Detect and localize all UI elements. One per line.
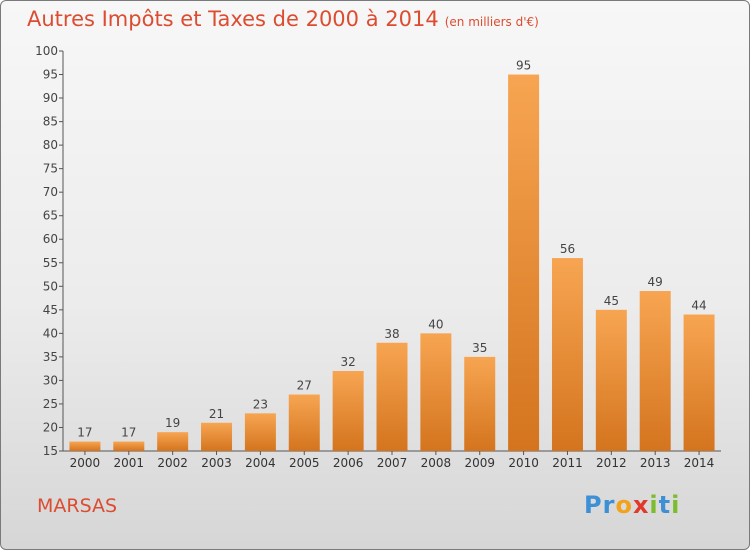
y-tick-label: 35 bbox=[43, 350, 58, 364]
bar-value-label: 38 bbox=[384, 327, 399, 341]
bar-2010 bbox=[508, 74, 540, 451]
x-tick-label: 2009 bbox=[464, 456, 495, 470]
bar-value-label: 49 bbox=[648, 275, 663, 289]
logo-letter: i bbox=[649, 491, 659, 519]
bar-value-label: 44 bbox=[691, 299, 706, 313]
bar-value-label: 23 bbox=[253, 397, 268, 411]
y-tick-label: 65 bbox=[43, 209, 58, 223]
x-tick-label: 2006 bbox=[333, 456, 364, 470]
y-tick-label: 25 bbox=[43, 397, 58, 411]
y-tick-label: 15 bbox=[43, 444, 58, 458]
y-tick-label: 60 bbox=[43, 232, 58, 246]
logo-letter: t bbox=[658, 491, 672, 519]
x-tick-label: 2013 bbox=[640, 456, 671, 470]
y-tick-label: 70 bbox=[43, 185, 58, 199]
bar-2012 bbox=[595, 309, 627, 451]
x-tick-label: 2007 bbox=[377, 456, 408, 470]
bar-2009 bbox=[464, 356, 496, 451]
bar-value-label: 95 bbox=[516, 59, 531, 73]
chart-title: Autres Impôts et Taxes de 2000 à 2014 bbox=[27, 7, 439, 31]
bar-value-label: 40 bbox=[428, 317, 443, 331]
x-tick-label: 2008 bbox=[421, 456, 452, 470]
x-tick-label: 2014 bbox=[684, 456, 715, 470]
logo-letter: o bbox=[615, 491, 633, 519]
x-axis-ticks: 2000 2001 2002 2003 2004 2005 2006 2007 2008 2009… bbox=[70, 451, 715, 470]
bar-2000 bbox=[69, 441, 101, 451]
bar-value-label: 21 bbox=[209, 407, 224, 421]
x-tick-label: 2011 bbox=[552, 456, 583, 470]
bar-value-label: 35 bbox=[472, 341, 487, 355]
bar-value-label: 56 bbox=[560, 242, 575, 256]
logo-letter: P bbox=[584, 491, 603, 519]
x-tick-label: 2010 bbox=[508, 456, 539, 470]
proxiti-logo: Proxiti bbox=[584, 491, 680, 519]
bar-value-label: 17 bbox=[121, 426, 136, 440]
y-tick-label: 40 bbox=[43, 326, 58, 340]
bars bbox=[69, 74, 715, 451]
x-tick-label: 2003 bbox=[201, 456, 232, 470]
bar-value-label: 32 bbox=[340, 355, 355, 369]
logo-letter: x bbox=[632, 491, 650, 519]
x-tick-label: 2002 bbox=[157, 456, 188, 470]
x-tick-label: 2000 bbox=[70, 456, 101, 470]
y-tick-label: 30 bbox=[43, 373, 58, 387]
y-tick-label: 100 bbox=[35, 44, 58, 58]
x-tick-label: 2005 bbox=[289, 456, 320, 470]
y-axis-ticks: 15 20 25 30 35 40 45 50 55 60 65 70 75 80 85 90 95 100 bbox=[35, 44, 63, 458]
bar-2014 bbox=[683, 314, 715, 451]
x-tick-label: 2004 bbox=[245, 456, 276, 470]
y-tick-label: 85 bbox=[43, 115, 58, 129]
commune-name: MARSAS bbox=[37, 495, 118, 517]
bar-value-label: 27 bbox=[297, 379, 312, 393]
bar-value-label: 17 bbox=[77, 426, 92, 440]
bar-value-label: 45 bbox=[604, 294, 619, 308]
bar-2008 bbox=[420, 333, 452, 451]
title-row: Autres Impôts et Taxes de 2000 à 2014 (en… bbox=[27, 7, 539, 31]
bar-value-labels: 17 17 19 21 23 27 32 38 40 35 95 56 45 49 44 bbox=[77, 59, 706, 440]
bar-2002 bbox=[157, 432, 189, 451]
bar-2006 bbox=[332, 371, 364, 451]
y-tick-label: 20 bbox=[43, 420, 58, 434]
y-tick-label: 45 bbox=[43, 303, 58, 317]
bar-2003 bbox=[201, 422, 233, 451]
y-tick-label: 75 bbox=[43, 162, 58, 176]
y-tick-label: 90 bbox=[43, 91, 58, 105]
y-tick-label: 95 bbox=[43, 68, 58, 82]
x-tick-label: 2001 bbox=[114, 456, 145, 470]
logo-letter: i bbox=[671, 491, 681, 519]
bar-2013 bbox=[639, 291, 671, 451]
y-tick-label: 55 bbox=[43, 256, 58, 270]
bar-2007 bbox=[376, 342, 408, 451]
bar-2011 bbox=[551, 258, 583, 451]
bar-2001 bbox=[113, 441, 145, 451]
y-tick-label: 80 bbox=[43, 138, 58, 152]
chart-subtitle: (en milliers d'€) bbox=[444, 15, 539, 29]
logo-letter: r bbox=[602, 491, 616, 519]
y-tick-label: 50 bbox=[43, 279, 58, 293]
bar-2005 bbox=[288, 394, 320, 451]
x-tick-label: 2012 bbox=[596, 456, 627, 470]
bar-2004 bbox=[244, 413, 276, 451]
bar-value-label: 19 bbox=[165, 416, 180, 430]
